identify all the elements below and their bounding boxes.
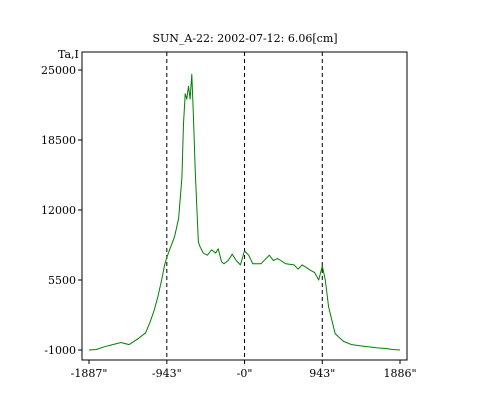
x-tick-label: 943" — [309, 367, 335, 380]
chart-title: SUN_A-22: 2002-07-12: 6.06[cm] — [152, 32, 337, 45]
x-ticks: -1887" -943" -0" 943" 1886" — [71, 360, 417, 380]
y-tick-label: 18500 — [41, 134, 76, 147]
x-tick-label: -0" — [237, 367, 253, 380]
y-tick-label: 5500 — [48, 274, 76, 287]
y-tick-label: 25000 — [41, 64, 76, 77]
y-ticks: -1000 5500 12000 18500 25000 — [41, 64, 82, 357]
x-tick-label: -943" — [152, 367, 182, 380]
x-tick-label: 1886" — [383, 367, 416, 380]
y-tick-label: -1000 — [44, 344, 76, 357]
y-axis-label: Ta,I — [58, 48, 79, 61]
series-line — [88, 73, 401, 351]
x-tick-label: -1887" — [71, 367, 108, 380]
series-group — [88, 73, 401, 351]
y-tick-label: 12000 — [41, 204, 76, 217]
reference-lines — [166, 52, 323, 360]
